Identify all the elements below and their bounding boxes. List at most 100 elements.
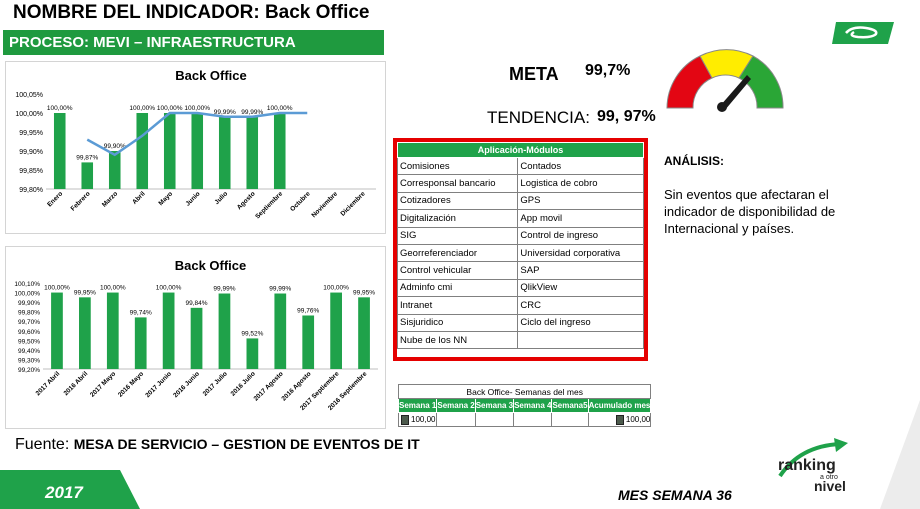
footer-year-text: 2017 [44, 483, 84, 502]
weeks-value-cell: 100,00 [587, 412, 652, 427]
modules-row: Georreferenciador Universidad corporativa [396, 243, 644, 263]
weeks-value: 100,00 [625, 414, 651, 424]
bar [190, 307, 203, 369]
data-label: 100,00% [129, 105, 155, 112]
bar [136, 113, 149, 189]
data-label: 99,84% [186, 300, 208, 307]
module-app-cell: Sisjuridico [396, 313, 519, 332]
modules-row: Control vehicular SAP [396, 261, 644, 280]
data-label: 100,00% [47, 105, 73, 112]
data-label: 99,76% [297, 307, 319, 314]
y-tick-label: 100,00% [14, 291, 40, 298]
module-app-cell: Cotizadores [396, 191, 519, 211]
data-label: 100,00% [184, 105, 210, 112]
data-label: 99,99% [213, 286, 235, 293]
module-app-cell-2: Control de ingreso [517, 226, 644, 245]
data-label: 99,99% [214, 109, 236, 116]
bar [218, 293, 231, 369]
chart-title: Back Office [175, 258, 247, 273]
monthly-chart-svg: Back Office 100,05% 100,00% 99,95% 99,90% 99,… [15, 68, 376, 220]
category-label: Diciembre [339, 190, 366, 217]
category-label: Septiembre [254, 190, 284, 220]
module-app-cell-2: GPS [517, 191, 644, 211]
weeks-header-cell: Semana 3 [474, 398, 515, 413]
data-label: 99,90% [104, 143, 126, 150]
status-indicator-icon [615, 414, 624, 425]
modules-row: Adminfo cmi QlikView [396, 278, 644, 298]
weeks-header-cell: Acumulado mes [587, 398, 652, 413]
bar [273, 113, 286, 189]
module-app-cell-2: Ciclo del ingreso [517, 313, 644, 332]
module-app-cell-2: Universidad corporativa [517, 243, 644, 263]
monthly-chart: Back Office 100,05% 100,00% 99,95% 99,90% 99,… [5, 61, 386, 234]
bar [81, 162, 94, 189]
modules-panel: Aplicación-Módulos Comisiones Contados Cor… [393, 138, 648, 361]
trend-line [86, 111, 308, 157]
category-label: Noviembre [310, 190, 339, 219]
weeks-header-cell: Semana 4 [513, 398, 553, 413]
weeks-panel: Back Office- Semanas del mes Semana 1 Sem… [397, 384, 652, 427]
yearly-comparison-chart-svg: Back Office 100,10% 100,00% 99,90% 99,80% 99,… [14, 258, 378, 412]
tendencia-value: 99, 97% [597, 108, 656, 125]
indicator-label: NOMBRE DEL INDICADOR: [13, 2, 260, 23]
y-tick-label: 99,85% [19, 168, 43, 175]
module-app-cell-2: App movil [517, 209, 644, 228]
category-label: Julio [213, 190, 229, 206]
weeks-header-cell: Semana 2 [436, 398, 476, 413]
source-value: MESA DE SERVICIO – GESTION DE EVENTOS DE… [73, 436, 420, 452]
company-logo-icon [832, 22, 894, 44]
category-label: Mayo [157, 190, 174, 207]
modules-row: Corresponsal bancario Logistica de cobro [396, 174, 644, 193]
modules-row: Nube de los NN [396, 330, 644, 350]
y-tick-label: 99,80% [19, 187, 43, 194]
analysis-text: Sin eventos que afectaran el indicador d… [664, 187, 836, 236]
data-label: 100,00% [323, 285, 349, 292]
y-tick-label: 100,10% [14, 281, 40, 288]
weeks-value-cell: 100,00 [397, 412, 438, 427]
data-label: 99,87% [76, 154, 98, 161]
category-label: 2016 Abril [63, 370, 90, 397]
data-label: 100,00% [267, 105, 293, 112]
modules-row: Intranet CRC [396, 296, 644, 315]
source-line: Fuente: MESA DE SERVICIO – GESTION DE EV… [15, 436, 420, 454]
page-title: NOMBRE DEL INDICADOR: Back Office [13, 2, 369, 24]
decorative-slant [880, 400, 920, 509]
modules-row: SIG Control de ingreso [396, 226, 644, 245]
modules-row: Cotizadores GPS [396, 191, 644, 211]
source-label: Fuente: [15, 436, 74, 453]
bar [191, 113, 204, 189]
bar [358, 297, 370, 369]
category-label: Abril [131, 190, 147, 206]
svg-text:a otro: a otro [820, 474, 838, 481]
module-app-cell: SIG [396, 226, 519, 245]
weeks-value-cell [474, 412, 515, 427]
weeks-table: Back Office- Semanas del mes Semana 1 Sem… [397, 384, 652, 427]
gauge-icon [666, 49, 784, 112]
module-app-cell-2: SAP [517, 261, 644, 280]
module-app-cell-2: Logistica de cobro [517, 174, 644, 193]
category-label: 2016 Mayo [117, 370, 145, 398]
module-app-cell-2: QlikView [517, 278, 644, 298]
module-app-cell: Digitalización [396, 209, 519, 228]
y-tick-label: 99,30% [18, 357, 40, 364]
module-app-cell-2: CRC [517, 296, 644, 315]
category-label: Octubre [289, 190, 312, 213]
category-label: 2016 Junio [172, 370, 201, 399]
bar [246, 116, 259, 189]
status-indicator-icon [401, 414, 409, 425]
svg-text:nivel: nivel [814, 478, 846, 494]
y-tick-label: 99,95% [19, 130, 43, 137]
module-app-cell: Comisiones [396, 156, 519, 176]
analysis-heading: ANÁLISIS: [664, 154, 724, 168]
category-label: Agosto [236, 190, 257, 211]
category-label: 2017 Junio [144, 370, 173, 399]
bar [53, 113, 66, 189]
data-label: 99,99% [269, 286, 291, 293]
weeks-value: 100,00 [411, 414, 436, 424]
data-label: 100,00% [156, 285, 182, 292]
category-label: 2017 Abril [35, 370, 62, 397]
bar [163, 113, 176, 189]
y-tick-label: 99,60% [18, 329, 40, 336]
weeks-header-cell: Semana5 [551, 398, 589, 413]
data-label: 100,00% [44, 285, 70, 292]
